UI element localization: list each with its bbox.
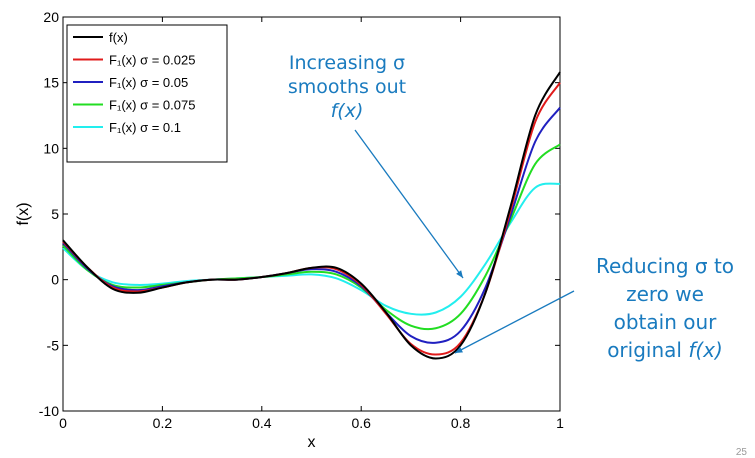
series-line (62, 71, 561, 360)
annotation-text: smooths out (287, 76, 407, 98)
y-tick-label: 5 (51, 206, 59, 222)
legend-entry: F₁(x) σ = 0.05 (109, 75, 188, 90)
annotation-increasing-sigma: Increasing σ smooths out f(x) (262, 51, 432, 123)
annotation-text: original f(x) (580, 336, 750, 364)
annotation-arrow-reducing (454, 290, 575, 354)
y-tick-label: 10 (43, 140, 59, 156)
x-tick-label: 0.4 (252, 415, 272, 431)
annotation-reducing-sigma: Reducing σ to zero we obtain our origina… (580, 252, 750, 364)
legend-entry: F₁(x) σ = 0.075 (109, 98, 195, 113)
annotation-text: f(x) (688, 338, 723, 362)
y-tick-label: -5 (47, 337, 60, 353)
page-number: 25 (735, 447, 747, 458)
y-tick-label: 0 (51, 272, 59, 288)
y-tick-label: -10 (39, 403, 59, 419)
legend-entry: F₁(x) σ = 0.1 (109, 120, 181, 135)
x-tick-label: 1 (556, 415, 564, 431)
annotation-arrow-increasing-head (456, 270, 463, 278)
x-tick-label: 0 (59, 415, 67, 431)
annotation-text: f(x) (330, 100, 364, 122)
legend-entry: f(x) (109, 30, 128, 45)
x-tick-label: 0.6 (351, 415, 371, 431)
legend-box (66, 24, 228, 163)
x-tick-label: 0.8 (451, 415, 471, 431)
annotation-arrow-increasing (354, 129, 464, 279)
y-tick-label: 15 (43, 75, 59, 91)
series-line (62, 143, 561, 331)
series-line (62, 182, 561, 316)
legend-entry: F₁(x) σ = 0.025 (109, 53, 195, 68)
y-axis-label: f(x) (15, 202, 32, 225)
y-tick-label: 20 (43, 9, 59, 25)
annotation-text: obtain our (613, 310, 717, 334)
annotation-arrow-reducing-head (455, 346, 463, 353)
x-tick-label: 0.2 (153, 415, 173, 431)
x-axis-label: x (308, 434, 316, 451)
annotation-text: zero we (626, 282, 704, 306)
annotation-arrows (354, 129, 575, 354)
series-line (62, 107, 561, 344)
plot-area: 0 0.2 0.4 0.6 0.8 1 -10 -5 0 5 10 15 20 x f(x) f(x) F₁(x… (15, 9, 564, 451)
annotation-text: Increasing σ (288, 52, 406, 74)
annotation-text: Reducing σ to (595, 254, 735, 278)
annotation-text: original (607, 338, 689, 362)
